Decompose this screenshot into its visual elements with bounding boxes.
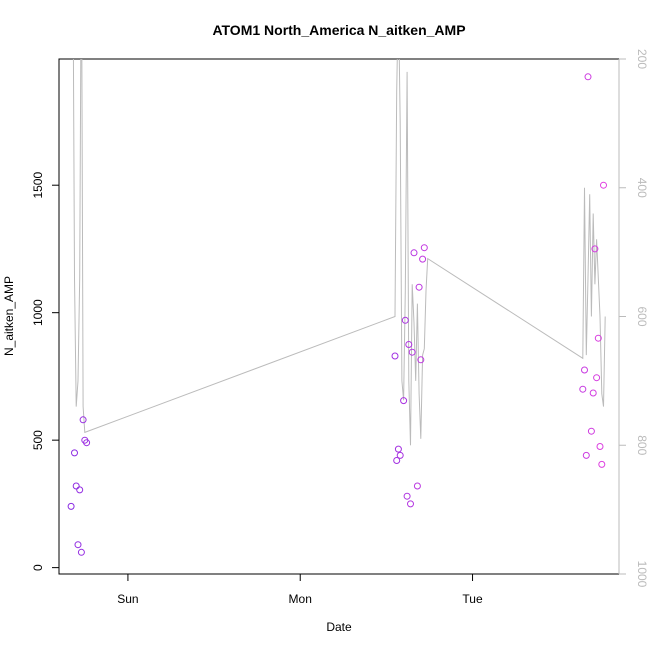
- data-point: [401, 316, 409, 324]
- right-y-axis: 200 400 600 800 1000: [618, 49, 649, 588]
- right-y-tick-label: 600: [635, 306, 649, 326]
- x-axis-label: Date: [326, 620, 352, 634]
- x-tick-label: Mon: [289, 592, 312, 606]
- y-axis: 0 500 1000 1500: [31, 172, 60, 571]
- data-point: [587, 427, 595, 435]
- data-point: [579, 385, 587, 393]
- data-point: [596, 443, 604, 450]
- data-point: [405, 341, 413, 348]
- x-tick-label: Sun: [117, 592, 138, 606]
- data-point: [400, 397, 408, 405]
- x-tick-label: Tue: [462, 592, 483, 606]
- data-point: [76, 486, 84, 494]
- data-point: [393, 457, 401, 464]
- data-point: [74, 541, 82, 549]
- data-point: [72, 482, 80, 490]
- data-point: [600, 181, 607, 189]
- right-y-tick-label: 400: [635, 178, 649, 198]
- data-point: [410, 249, 418, 257]
- points-layer: [67, 73, 607, 556]
- data-point: [407, 500, 414, 508]
- data-point: [79, 416, 87, 424]
- series-line: [72, 59, 606, 446]
- data-point: [584, 73, 592, 81]
- data-point: [417, 356, 425, 364]
- data-point: [415, 283, 423, 291]
- right-y-tick-label: 800: [635, 435, 649, 455]
- right-y-tick-label: 200: [635, 49, 649, 69]
- plot-frame: [58, 58, 620, 575]
- data-point: [594, 334, 602, 342]
- data-point: [413, 482, 421, 490]
- data-point: [396, 451, 404, 459]
- data-point: [71, 449, 78, 457]
- chart-title: ATOM1 North_America N_aitken_AMP: [212, 22, 465, 38]
- data-point: [67, 502, 75, 510]
- data-point: [591, 245, 599, 253]
- y-tick-label: 500: [31, 430, 45, 450]
- data-point: [408, 348, 416, 356]
- y-tick-label: 1000: [31, 299, 45, 326]
- data-point: [391, 352, 399, 360]
- data-point: [582, 451, 590, 459]
- data-point: [394, 445, 402, 453]
- series-line-layer: [72, 59, 606, 446]
- data-point: [581, 366, 588, 374]
- x-axis: Sun Mon Tue: [117, 573, 483, 606]
- data-point: [593, 374, 601, 382]
- data-point: [77, 548, 85, 556]
- data-point: [419, 255, 427, 263]
- data-point: [83, 439, 91, 447]
- data-point: [420, 244, 428, 252]
- y-axis-label: N_aitken_AMP: [2, 276, 16, 356]
- data-point: [589, 389, 597, 397]
- right-y-tick-label: 1000: [635, 561, 649, 588]
- data-point: [403, 492, 411, 500]
- data-point: [598, 460, 606, 468]
- y-tick-label: 1500: [31, 172, 45, 199]
- y-tick-label: 0: [31, 564, 45, 571]
